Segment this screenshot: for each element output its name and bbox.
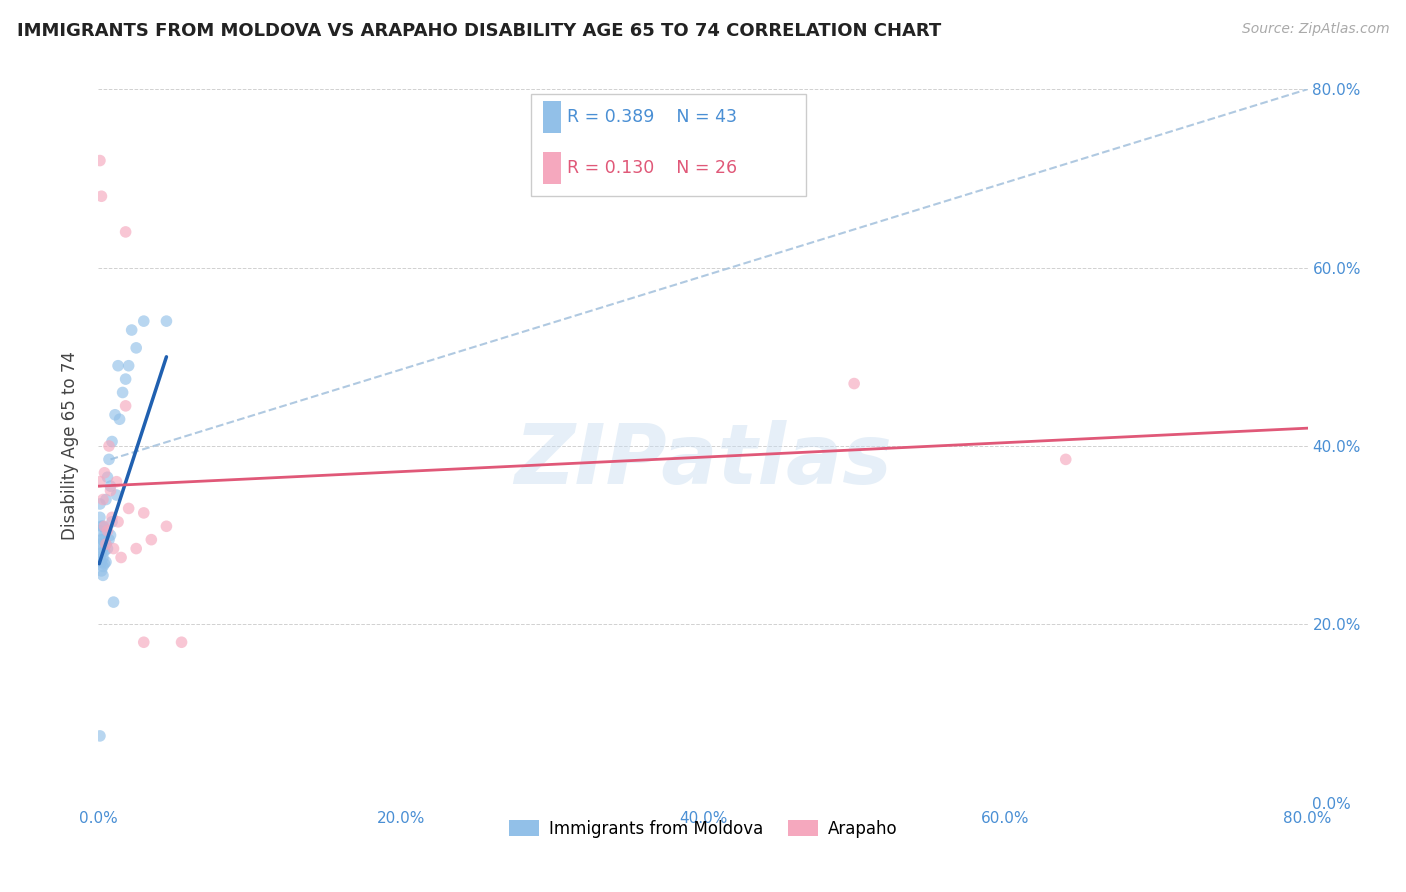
Point xyxy=(125,341,148,355)
Point xyxy=(91,533,114,547)
Point xyxy=(93,466,115,480)
Point xyxy=(111,385,134,400)
Point xyxy=(90,564,112,578)
Text: R = 0.130    N = 26: R = 0.130 N = 26 xyxy=(567,159,737,177)
Point xyxy=(132,506,155,520)
Point xyxy=(100,479,122,493)
Text: ZIPatlas: ZIPatlas xyxy=(515,420,891,500)
Point xyxy=(98,452,121,467)
Text: R = 0.389    N = 43: R = 0.389 N = 43 xyxy=(567,108,737,126)
Point xyxy=(155,519,177,533)
Point xyxy=(141,533,163,547)
Point xyxy=(96,470,118,484)
Point xyxy=(98,533,121,547)
Point xyxy=(89,537,111,551)
Point xyxy=(93,519,115,533)
Point xyxy=(90,519,112,533)
Point xyxy=(118,359,141,373)
Point xyxy=(93,557,115,571)
Point xyxy=(96,524,118,538)
Point xyxy=(100,528,122,542)
Point xyxy=(101,515,124,529)
Point xyxy=(121,323,143,337)
Point xyxy=(90,555,112,569)
Point xyxy=(114,399,136,413)
Point xyxy=(89,550,111,565)
Legend: Immigrants from Moldova, Arapaho: Immigrants from Moldova, Arapaho xyxy=(502,814,904,845)
Y-axis label: Disability Age 65 to 74: Disability Age 65 to 74 xyxy=(60,351,79,541)
Point xyxy=(89,153,111,168)
Point xyxy=(105,488,128,502)
Point xyxy=(94,537,117,551)
Point xyxy=(93,544,115,558)
Point xyxy=(844,376,866,391)
Point xyxy=(89,510,111,524)
Point xyxy=(90,546,112,560)
Point xyxy=(91,492,114,507)
Point xyxy=(101,434,124,449)
Point xyxy=(89,524,111,538)
Point xyxy=(96,541,118,556)
Point xyxy=(90,533,112,547)
Point xyxy=(104,408,127,422)
Point xyxy=(114,225,136,239)
Point xyxy=(91,541,114,556)
Point xyxy=(89,729,111,743)
Point xyxy=(118,501,141,516)
Point xyxy=(90,189,112,203)
Point xyxy=(132,635,155,649)
Point xyxy=(114,372,136,386)
Point xyxy=(91,559,114,574)
Point xyxy=(107,515,129,529)
Point xyxy=(110,550,132,565)
Point xyxy=(94,555,117,569)
Point xyxy=(94,492,117,507)
Point xyxy=(91,550,114,565)
Point xyxy=(89,497,111,511)
Text: Source: ZipAtlas.com: Source: ZipAtlas.com xyxy=(1241,22,1389,37)
Point xyxy=(103,595,125,609)
Point xyxy=(108,412,131,426)
Point xyxy=(91,568,114,582)
Point xyxy=(1054,452,1077,467)
Point xyxy=(103,541,125,556)
Point xyxy=(89,475,111,489)
Point xyxy=(93,528,115,542)
Point xyxy=(105,475,128,489)
Point xyxy=(91,519,114,533)
Point xyxy=(125,541,148,556)
Point xyxy=(132,314,155,328)
Text: IMMIGRANTS FROM MOLDOVA VS ARAPAHO DISABILITY AGE 65 TO 74 CORRELATION CHART: IMMIGRANTS FROM MOLDOVA VS ARAPAHO DISAB… xyxy=(17,22,941,40)
Point xyxy=(170,635,193,649)
Point xyxy=(98,439,121,453)
Point xyxy=(100,483,122,498)
Point xyxy=(94,537,117,551)
Point xyxy=(101,510,124,524)
Point xyxy=(107,359,129,373)
Point xyxy=(155,314,177,328)
